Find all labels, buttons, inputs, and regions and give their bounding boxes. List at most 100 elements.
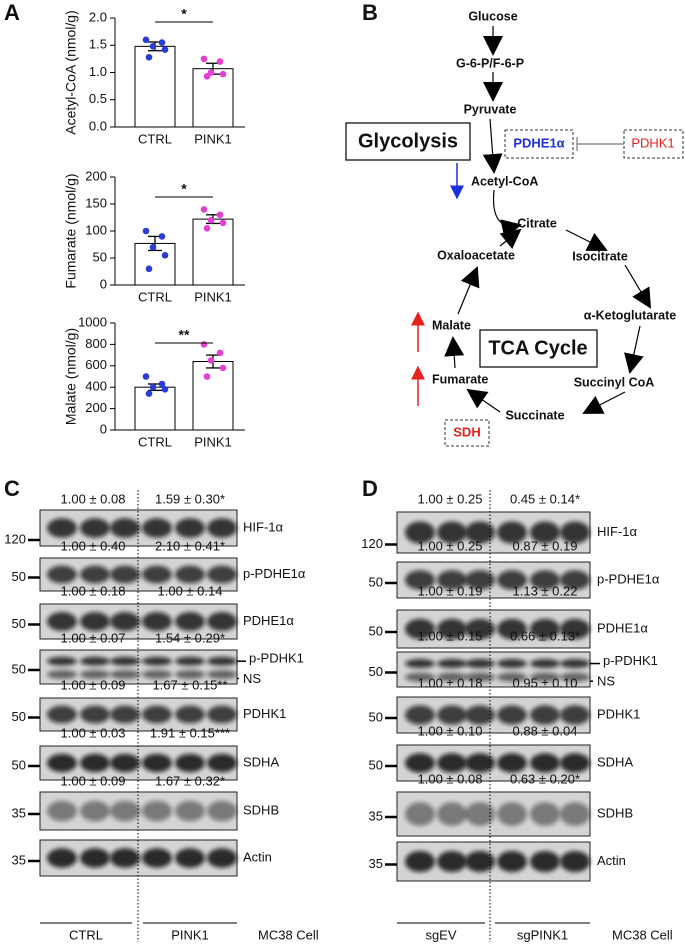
y-tick-label: 1.5 [89, 37, 107, 52]
arrow [624, 325, 644, 374]
y-tick-label: 1000 [78, 314, 107, 329]
significance: * [181, 181, 187, 197]
blot [396, 651, 591, 688]
y-tick-label: 200 [85, 400, 107, 415]
node: α-Ketoglutarate [584, 308, 676, 322]
panel-label: B [362, 0, 378, 25]
data-point [203, 225, 211, 232]
y-tick-label: 150 [85, 195, 107, 210]
band [175, 656, 205, 666]
quantification: 1.00 ± 0.07 [61, 630, 126, 645]
band [530, 705, 560, 725]
data-point [203, 73, 211, 80]
size-marker: 35 [369, 808, 383, 823]
nonspecific-label: NS [243, 671, 261, 686]
bar-chart: 0.0 0.5 1.0 1.5 2.0 Acetyl-CoA (nmol/g) CTRL PI… [63, 6, 245, 146]
band [465, 705, 495, 725]
size-marker: 50 [369, 574, 383, 589]
quantification: 1.91 ± 0.15*** [150, 725, 230, 740]
band [47, 800, 77, 822]
protein-label: Actin [597, 853, 626, 868]
band [497, 753, 527, 773]
band [437, 618, 467, 640]
quantification: 0.87 ± 0.19 [513, 538, 578, 553]
band [175, 753, 205, 773]
band [110, 800, 140, 822]
arrow [466, 388, 501, 413]
quantification: 0.66 ± 0.13* [510, 628, 580, 643]
data-point [161, 46, 169, 53]
band [207, 800, 237, 822]
quantification: 1.13 ± 0.22 [513, 583, 578, 598]
band [175, 800, 205, 822]
enzyme: PDHE1α [513, 135, 564, 150]
band [437, 753, 467, 773]
band [560, 705, 590, 725]
size-marker: 120 [4, 531, 26, 546]
size-marker: 50 [12, 709, 26, 724]
band [142, 705, 172, 724]
size-marker: 50 [12, 661, 26, 676]
band [560, 618, 590, 640]
arrow [582, 391, 626, 414]
band [142, 612, 172, 631]
size-marker: 50 [369, 623, 383, 638]
y-axis-title: Fumarate (nmol/g) [63, 173, 79, 288]
band [437, 850, 467, 873]
protein-label: PDHK1 [243, 706, 286, 721]
band [560, 802, 590, 826]
band [110, 848, 140, 868]
y-tick-label: 0.0 [89, 118, 107, 133]
band [175, 848, 205, 868]
size-marker: 35 [12, 805, 26, 820]
band [437, 570, 467, 590]
band [207, 612, 237, 631]
enzyme: PDHK1 [631, 135, 674, 150]
bar [192, 218, 234, 286]
x-tick-label: PINK1 [194, 289, 232, 304]
band [497, 618, 527, 640]
band [207, 848, 237, 868]
band [142, 518, 172, 538]
node: Succinyl CoA [574, 375, 655, 389]
quantification: 1.00 ± 0.14 [158, 583, 223, 598]
y-tick-label: 400 [85, 379, 107, 394]
node: Glucose [468, 9, 517, 23]
cycle-label: TCA Cycle [488, 337, 587, 359]
y-tick-label: 100 [85, 222, 107, 237]
band [80, 800, 110, 822]
x-tick-label: PINK1 [194, 434, 232, 449]
data-point [158, 380, 166, 388]
band [465, 618, 495, 640]
data-point [142, 36, 150, 44]
size-marker: 50 [369, 664, 383, 679]
size-marker: 50 [12, 569, 26, 584]
quantification: 1.00 ± 0.03 [61, 725, 126, 740]
quantification: 1.59 ± 0.30* [155, 491, 225, 506]
quantification: 1.00 ± 0.09 [61, 677, 126, 692]
protein-label: HIF-1α [243, 519, 284, 534]
blot-panel: 1.00 ± 0.08 1.59 ± 0.30* HIF-1α 120 1.00 ± 0… [4, 490, 319, 942]
band [175, 612, 205, 631]
arrow [499, 228, 522, 250]
group-label: PINK1 [171, 927, 209, 942]
band [80, 565, 110, 584]
quantification: 1.00 ± 0.08 [418, 771, 483, 786]
band [175, 565, 205, 584]
quantification: 0.63 ± 0.20* [510, 771, 580, 786]
bar [192, 361, 234, 431]
data-point [219, 364, 227, 372]
size-marker: 50 [369, 757, 383, 772]
quantification: 1.00 ± 0.40 [61, 538, 126, 553]
band [142, 656, 172, 666]
band [530, 672, 560, 682]
band [47, 565, 77, 584]
bar [134, 45, 176, 128]
band [497, 672, 527, 682]
band [47, 656, 77, 666]
band [175, 518, 205, 538]
band [175, 705, 205, 724]
band [465, 753, 495, 773]
band [110, 565, 140, 584]
arrow [444, 336, 465, 369]
